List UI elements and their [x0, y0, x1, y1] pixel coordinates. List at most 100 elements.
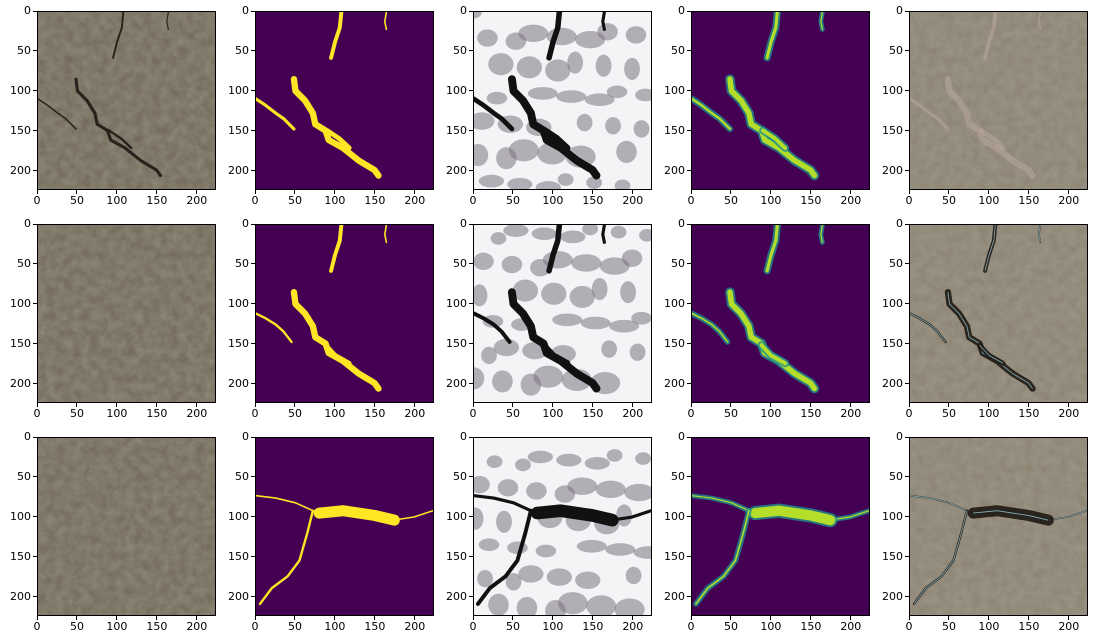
- x-tick-label: 200: [186, 407, 208, 420]
- x-tick-mark: [76, 616, 78, 620]
- x-tick-label: 150: [146, 407, 168, 420]
- texture-blob: [621, 249, 643, 267]
- y-tick-label: 100: [882, 83, 903, 97]
- crack-segment: [384, 225, 388, 244]
- crack-segment: [601, 225, 606, 244]
- pavement-texture: [38, 438, 215, 615]
- y-tick-mark: [905, 303, 909, 305]
- x-tick-label: 200: [840, 620, 862, 633]
- crack-segment: [765, 12, 779, 60]
- y-tick-mark: [687, 50, 691, 52]
- x-tick-label: 50: [505, 407, 520, 420]
- texture-blob: [541, 282, 567, 305]
- y-tick-mark: [33, 383, 37, 385]
- y-tick-label: 0: [242, 430, 249, 443]
- pavement-texture: [910, 225, 1087, 402]
- x-tick-label: 200: [186, 620, 208, 633]
- x-tick-mark: [770, 616, 772, 620]
- y-tick-label: 50: [671, 256, 685, 270]
- y-tick-mark: [905, 10, 909, 12]
- y-tick-label: 100: [228, 509, 249, 523]
- x-tick-mark: [512, 190, 514, 194]
- texture-blob: [556, 453, 582, 467]
- y-tick-label: 50: [671, 469, 685, 483]
- x-tick-label: 200: [840, 407, 862, 420]
- x-tick-mark: [116, 616, 118, 620]
- y-tick-label: 150: [228, 336, 249, 350]
- y-tick-label: 100: [664, 509, 685, 523]
- x-tick-label: 0: [905, 407, 913, 420]
- y-tick-mark: [469, 343, 473, 345]
- y-tick-label: 100: [228, 296, 249, 310]
- x-tick-label: 0: [251, 407, 259, 420]
- y-tick-label: 100: [446, 509, 467, 523]
- binary-mask-panel: [255, 11, 434, 190]
- crack-segment: [166, 12, 169, 30]
- texture-blob: [605, 117, 621, 135]
- crack-segment: [978, 128, 1006, 151]
- x-tick-mark: [156, 403, 158, 407]
- texture-blob: [584, 93, 615, 107]
- x-tick-label: 50: [287, 407, 302, 420]
- x-tick-mark: [76, 403, 78, 407]
- x-tick-mark: [116, 190, 118, 194]
- texture-blob: [535, 181, 561, 189]
- y-tick-label: 200: [446, 163, 467, 177]
- x-tick-mark: [36, 190, 38, 194]
- y-tick-label: 150: [446, 336, 467, 350]
- x-tick-mark: [254, 190, 256, 194]
- texture-blob: [527, 87, 558, 100]
- texture-blob: [580, 316, 611, 330]
- y-tick-label: 150: [664, 336, 685, 350]
- x-tick-label: 150: [582, 194, 604, 207]
- x-tick-mark: [1028, 190, 1030, 194]
- x-tick-label: 100: [542, 407, 564, 420]
- y-tick-mark: [905, 223, 909, 225]
- y-tick-label: 100: [664, 296, 685, 310]
- y-tick-label: 0: [242, 217, 249, 230]
- crack-segment: [530, 504, 619, 527]
- crack-segment: [692, 97, 732, 131]
- y-tick-label: 0: [460, 430, 467, 443]
- x-tick-mark: [730, 403, 732, 407]
- texture-blob: [616, 504, 633, 527]
- x-tick-label: 150: [1018, 620, 1040, 633]
- x-tick-label: 50: [505, 194, 520, 207]
- y-tick-mark: [905, 556, 909, 558]
- y-tick-mark: [251, 596, 255, 598]
- x-tick-label: 100: [106, 407, 128, 420]
- y-tick-mark: [905, 343, 909, 345]
- x-tick-label: 50: [69, 194, 84, 207]
- y-tick-mark: [905, 383, 909, 385]
- y-tick-mark: [469, 50, 473, 52]
- crack-segment: [258, 509, 315, 606]
- x-tick-mark: [116, 403, 118, 407]
- y-tick-mark: [469, 596, 473, 598]
- texture-blob: [518, 565, 544, 583]
- y-tick-mark: [687, 596, 691, 598]
- x-tick-label: 50: [723, 407, 738, 420]
- x-tick-mark: [512, 403, 514, 407]
- x-tick-label: 50: [723, 194, 738, 207]
- x-tick-mark: [690, 616, 692, 620]
- pavement-photo: [38, 225, 215, 402]
- texture-blob: [477, 569, 493, 588]
- y-tick-label: 200: [664, 589, 685, 603]
- y-tick-label: 150: [228, 123, 249, 137]
- x-tick-label: 50: [69, 620, 84, 633]
- crack-edge: [973, 510, 1049, 521]
- texture-blob: [605, 543, 636, 556]
- x-tick-label: 150: [146, 194, 168, 207]
- x-tick-mark: [196, 190, 198, 194]
- y-tick-label: 50: [889, 256, 903, 270]
- x-tick-label: 50: [287, 194, 302, 207]
- texture-blob: [552, 313, 583, 327]
- crack-segment: [475, 508, 533, 606]
- pavement-photo-panel: [37, 437, 216, 616]
- x-tick-label: 200: [404, 620, 426, 633]
- texture-blob: [496, 510, 512, 533]
- crack-segment: [761, 128, 788, 150]
- texture-blob: [557, 173, 574, 186]
- texture-blob: [567, 51, 584, 74]
- y-tick-mark: [469, 90, 473, 92]
